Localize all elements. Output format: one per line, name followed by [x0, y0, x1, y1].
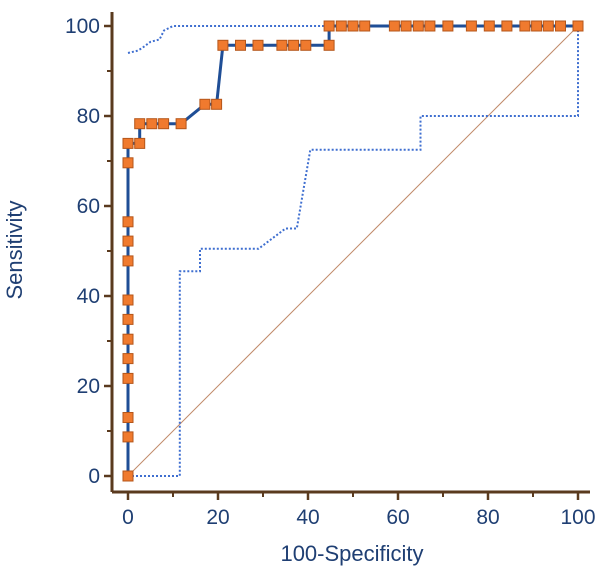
roc-point-marker	[199, 98, 211, 110]
reference-diagonal-line	[127, 25, 579, 477]
roc-point-marker	[335, 20, 347, 32]
y-tick-label: 60	[77, 195, 100, 218]
roc-point-marker	[122, 431, 134, 443]
roc-point-marker	[122, 216, 134, 228]
roc-point-marker	[211, 98, 223, 110]
roc-point-marker	[572, 20, 584, 32]
roc-point-marker	[122, 235, 134, 247]
roc-point-marker	[217, 39, 229, 51]
y-tick-label: 40	[77, 285, 100, 308]
roc-point-marker	[388, 20, 400, 32]
roc-point-marker	[483, 20, 495, 32]
roc-point-marker	[252, 39, 264, 51]
roc-point-marker	[146, 118, 158, 130]
x-tick-label: 0	[122, 506, 134, 529]
roc-point-marker	[235, 39, 246, 51]
roc-point-marker	[531, 20, 543, 32]
roc-point-marker	[288, 39, 300, 51]
roc-point-marker	[122, 157, 134, 169]
lower-ci-line	[128, 26, 579, 477]
roc-point-marker	[300, 39, 312, 51]
axes	[104, 12, 590, 500]
roc-point-marker	[122, 255, 134, 267]
roc-point-marker	[134, 137, 146, 149]
roc-point-marker	[122, 412, 134, 423]
y-axis-title: Sensitivity	[2, 200, 27, 299]
roc-point-marker	[323, 39, 335, 51]
x-tick-label: 20	[206, 506, 229, 529]
roc-point-marker	[122, 333, 134, 345]
tick-labels: 0 20 40 60 80 100 0 20 40 60 80 100	[65, 15, 596, 529]
roc-point-marker	[347, 20, 359, 32]
roc-point-marker	[134, 118, 146, 130]
plot-area	[122, 20, 584, 482]
roc-point-marker	[276, 39, 288, 51]
x-tick-label: 60	[386, 506, 409, 529]
roc-point-marker	[400, 20, 412, 32]
roc-point-marker	[122, 372, 134, 384]
x-tick-label: 80	[476, 506, 499, 529]
roc-point-marker	[542, 20, 554, 32]
y-tick-label: 100	[65, 15, 100, 38]
roc-point-marker	[158, 118, 170, 130]
roc-point-marker	[424, 20, 436, 32]
roc-point-marker	[323, 20, 335, 32]
x-tick-label: 100	[560, 506, 595, 529]
x-axis-title: 100-Specificity	[280, 541, 423, 566]
y-tick-label: 20	[77, 375, 100, 398]
roc-point-marker	[442, 20, 454, 32]
roc-point-marker	[122, 313, 134, 325]
y-tick-label: 0	[88, 465, 100, 488]
roc-point-marker	[122, 137, 134, 149]
roc-point-marker	[175, 118, 187, 130]
roc-point-marker	[555, 20, 566, 32]
roc-point-marker	[519, 20, 531, 32]
roc-point-marker	[465, 20, 477, 32]
roc-point-marker	[412, 20, 424, 32]
roc-point-marker	[359, 20, 371, 32]
x-tick-label: 40	[296, 506, 319, 529]
upper-ci-line	[127, 25, 578, 54]
roc-point-marker	[122, 353, 134, 365]
y-tick-label: 80	[77, 105, 100, 128]
roc-point-marker	[501, 20, 513, 32]
roc-point-marker	[122, 470, 134, 482]
roc-point-marker	[122, 294, 134, 306]
